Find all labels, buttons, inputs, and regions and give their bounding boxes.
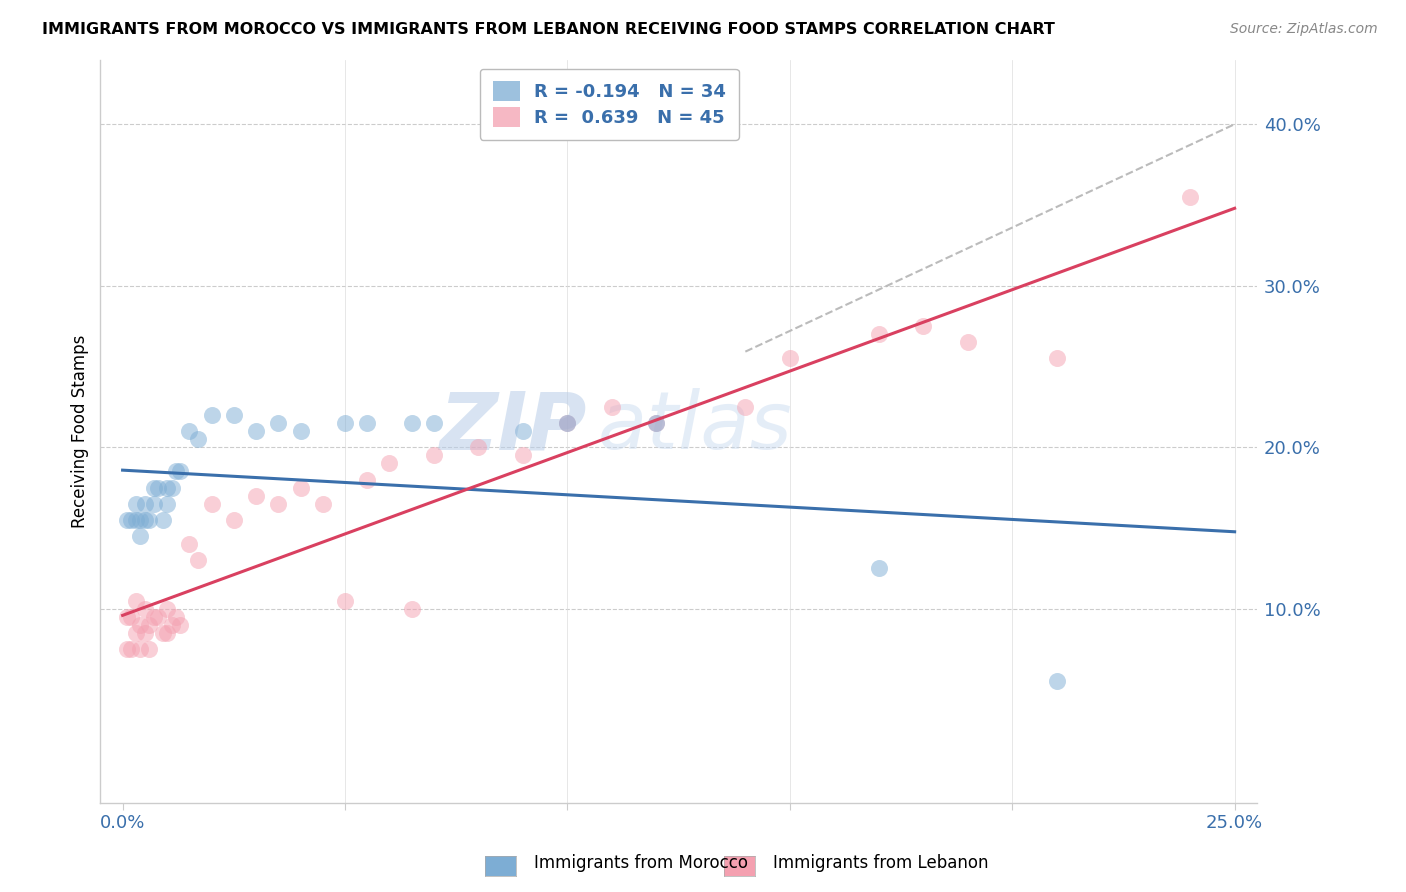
Point: [169, 465, 191, 479]
Point: [121, 513, 143, 527]
Point: [401, 601, 423, 615]
Point: [160, 618, 183, 632]
Point: [129, 529, 152, 543]
Point: [423, 448, 446, 462]
Point: [125, 513, 148, 527]
Point: [222, 408, 245, 422]
Point: [868, 561, 890, 575]
Point: [512, 448, 534, 462]
Point: [152, 626, 174, 640]
Point: [121, 642, 143, 657]
Point: [134, 626, 156, 640]
Point: [312, 497, 335, 511]
Point: [134, 497, 156, 511]
Point: [156, 626, 179, 640]
Point: [142, 497, 165, 511]
Point: [115, 610, 138, 624]
Point: [179, 424, 201, 438]
Point: [138, 618, 160, 632]
Point: [165, 610, 187, 624]
Point: [868, 327, 890, 342]
Point: [356, 416, 378, 430]
Point: [779, 351, 801, 366]
Point: [148, 610, 170, 624]
Point: [200, 497, 222, 511]
Point: [1046, 674, 1069, 689]
Point: [267, 497, 290, 511]
Point: [734, 400, 756, 414]
Point: [645, 416, 668, 430]
Text: IMMIGRANTS FROM MOROCCO VS IMMIGRANTS FROM LEBANON RECEIVING FOOD STAMPS CORRELA: IMMIGRANTS FROM MOROCCO VS IMMIGRANTS FR…: [42, 22, 1054, 37]
Point: [129, 513, 152, 527]
Point: [115, 513, 138, 527]
Point: [467, 440, 489, 454]
Point: [333, 593, 356, 607]
Point: [956, 335, 979, 350]
Point: [125, 497, 148, 511]
Point: [290, 424, 312, 438]
Point: [600, 400, 623, 414]
Point: [423, 416, 446, 430]
Point: [148, 481, 170, 495]
Text: ZIP: ZIP: [439, 388, 586, 467]
Point: [245, 424, 267, 438]
Point: [129, 642, 152, 657]
Point: [134, 601, 156, 615]
Point: [200, 408, 222, 422]
Point: [142, 610, 165, 624]
Point: [557, 416, 579, 430]
Point: [156, 481, 179, 495]
Point: [129, 618, 152, 632]
Point: [1178, 190, 1201, 204]
Point: [125, 626, 148, 640]
Point: [912, 319, 935, 334]
Point: [152, 513, 174, 527]
Point: [179, 537, 201, 551]
Text: atlas: atlas: [598, 388, 793, 467]
Point: [267, 416, 290, 430]
Text: Immigrants from Lebanon: Immigrants from Lebanon: [773, 855, 988, 872]
Point: [160, 481, 183, 495]
Point: [557, 416, 579, 430]
Point: [138, 513, 160, 527]
Point: [290, 481, 312, 495]
Point: [134, 513, 156, 527]
Legend: R = -0.194   N = 34, R =  0.639   N = 45: R = -0.194 N = 34, R = 0.639 N = 45: [479, 69, 738, 140]
Y-axis label: Receiving Food Stamps: Receiving Food Stamps: [72, 334, 89, 528]
Point: [169, 618, 191, 632]
Point: [121, 610, 143, 624]
Point: [512, 424, 534, 438]
Point: [222, 513, 245, 527]
Text: Source: ZipAtlas.com: Source: ZipAtlas.com: [1230, 22, 1378, 37]
Point: [378, 457, 401, 471]
Point: [1046, 351, 1069, 366]
Point: [401, 416, 423, 430]
Point: [356, 473, 378, 487]
Point: [165, 465, 187, 479]
Point: [187, 553, 209, 567]
Point: [645, 416, 668, 430]
Point: [115, 642, 138, 657]
Point: [333, 416, 356, 430]
Point: [187, 432, 209, 446]
Text: Immigrants from Morocco: Immigrants from Morocco: [534, 855, 748, 872]
Point: [142, 481, 165, 495]
Point: [156, 497, 179, 511]
Point: [156, 601, 179, 615]
Point: [245, 489, 267, 503]
Point: [125, 593, 148, 607]
Point: [138, 642, 160, 657]
